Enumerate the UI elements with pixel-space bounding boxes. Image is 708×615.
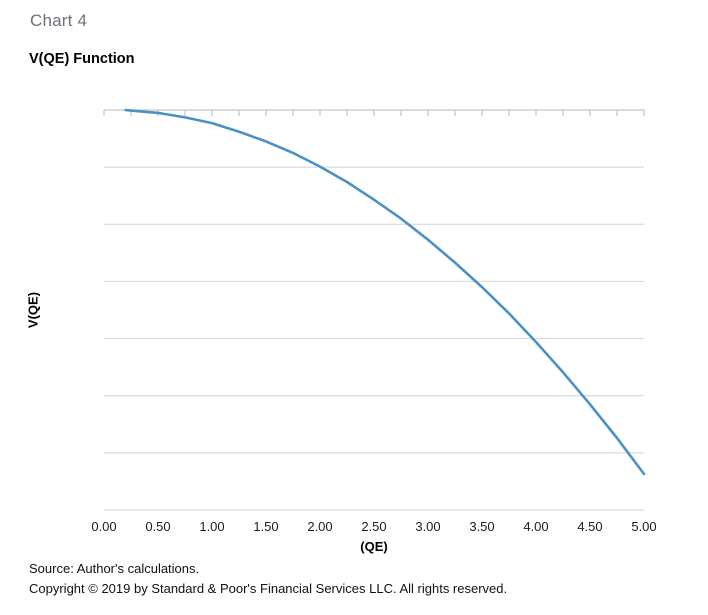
series-line-v-qe- [124,108,646,476]
chart-title: V(QE) Function [29,51,135,67]
x-tick-label: 1.00 [199,519,225,534]
x-tick-label: 3.00 [415,519,441,534]
copyright-note: Copyright © 2019 by Standard & Poor's Fi… [29,581,508,596]
x-axis-title: (QE) [360,539,388,554]
x-tick-label: 4.50 [577,519,603,534]
x-tick-label: 2.50 [361,519,387,534]
x-tick-label: 1.50 [253,519,279,534]
x-tick-label: 5.00 [631,519,657,534]
x-tick-label: 3.50 [469,519,495,534]
x-tick-label: 0.00 [91,519,117,534]
x-tick-label: 0.50 [145,519,171,534]
chart-number-label: Chart 4 [30,11,88,30]
x-tick-label: 2.00 [307,519,333,534]
x-tick-label: 4.00 [523,519,549,534]
source-note: Source: Author's calculations. [29,561,200,576]
